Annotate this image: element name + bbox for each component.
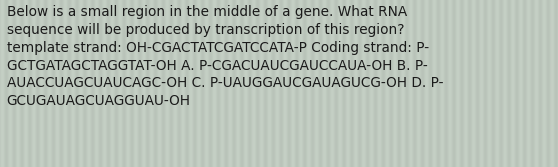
Text: Below is a small region in the middle of a gene. What RNA
sequence will be produ: Below is a small region in the middle of… [7, 5, 443, 108]
